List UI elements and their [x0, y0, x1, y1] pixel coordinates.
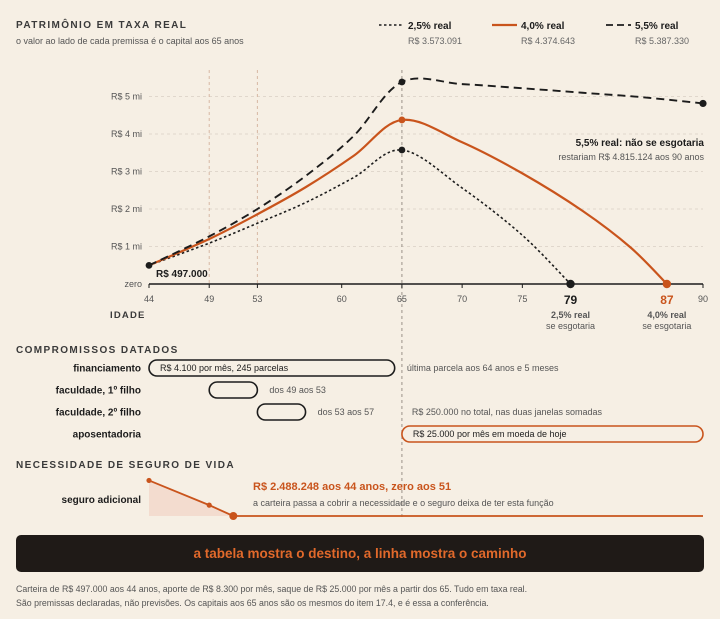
commitments-title: COMPROMISSOS DATADOS — [16, 345, 179, 356]
series-line-0 — [148, 149, 572, 285]
x-tick-label: 49 — [204, 294, 214, 304]
commitment-note: última parcela aos 64 anos e 5 meses — [407, 363, 559, 373]
y-tick-label: R$ 1 mi — [111, 242, 142, 252]
insurance-chart — [146, 477, 703, 520]
x-tick-label: 44 — [144, 294, 154, 304]
legend-item-5-5: 5,5% real R$ 5.387.330 — [606, 21, 689, 46]
start-point — [145, 261, 153, 269]
commitment-bar — [256, 403, 307, 421]
commitment-note: dos 53 aos 57 — [318, 407, 375, 417]
commitment-label: aposentadoria — [73, 430, 142, 441]
footer-line: São premissas declaradas, não previsões.… — [16, 598, 489, 608]
commitment-bar — [401, 425, 704, 443]
plot-area: zero R$ 1 mi R$ 2 mi R$ 3 mi R$ 4 mi R$ 5 mi 4… — [111, 70, 708, 520]
annotation-title: 5,5% real: não se esgotaria — [576, 138, 705, 149]
commitment-note: dos 49 aos 53 — [269, 385, 326, 395]
insurance-label: seguro adicional — [62, 495, 142, 506]
y-tick-label: R$ 3 mi — [111, 167, 142, 177]
insurance-point — [146, 477, 152, 484]
legend-name-4-0: 4,0% real — [521, 21, 565, 32]
x-tick-label: 53 — [252, 294, 262, 304]
x-tick-label: 65 — [397, 294, 407, 304]
series-point-end — [699, 99, 707, 108]
legend-item-2-5: 2,5% real R$ 3.573.091 — [379, 21, 462, 46]
y-tick-label: R$ 5 mi — [111, 92, 142, 102]
legend-item-4-0: 4,0% real R$ 4.374.643 — [492, 21, 575, 46]
commitment-bar — [148, 359, 396, 377]
annotation-text: restariam R$ 4.815.124 aos 90 anos — [558, 152, 704, 162]
commitment-bar-text: R$ 4.100 por mês, 245 parcelas — [160, 363, 289, 373]
depletion-note-text: se esgotaria — [546, 321, 595, 331]
legend-value-5-5: R$ 5.387.330 — [635, 36, 689, 46]
legend: 2,5% real R$ 3.573.091 4,0% real R$ 4.37… — [379, 21, 689, 46]
footer-notes: Carteira de R$ 497.000 aos 44 anos, apor… — [16, 582, 527, 610]
depletion-note-title: 2,5% real — [551, 310, 590, 320]
y-tick-label: R$ 2 mi — [111, 204, 142, 214]
x-tick-label-end: 79 — [564, 293, 578, 307]
commitment-label: faculdade, 2º filho — [56, 408, 141, 419]
x-tick-label: 75 — [517, 294, 527, 304]
x-tick-label: 70 — [457, 294, 467, 304]
legend-value-4-0: R$ 4.374.643 — [521, 36, 575, 46]
commitment-label: financiamento — [73, 364, 141, 375]
series-point-65 — [398, 116, 406, 124]
chart-title: PATRIMÔNIO EM TAXA REAL — [16, 18, 187, 31]
insurance-point-zero — [229, 512, 238, 520]
insurance-headline: R$ 2.488.248 aos 44 anos, zero aos 51 — [253, 481, 451, 493]
series-point-65 — [398, 78, 406, 86]
commitment-bar — [208, 381, 259, 399]
legend-name-2-5: 2,5% real — [408, 21, 452, 32]
depletion-note-text: se esgotaria — [642, 321, 691, 331]
x-tick-label: 90 — [698, 294, 708, 304]
insurance-point — [206, 502, 212, 508]
commitments-panel: financiamento R$ 4.100 por mês, 245 parce… — [56, 359, 704, 443]
depletion-note-title: 4,0% real — [647, 310, 686, 320]
depletion-marker — [566, 279, 575, 289]
start-label: R$ 497.000 — [156, 269, 208, 280]
insurance-title: NECESSIDADE DE SEGURO DE VIDA — [16, 460, 235, 471]
insurance-text: a carteira passa a cobrir a necessidade … — [253, 498, 554, 508]
commitment-label: faculdade, 1º filho — [56, 386, 141, 397]
x-tick-label: 60 — [337, 294, 347, 304]
commitment-bar-text: R$ 25.000 por mês em moeda de hoje — [413, 429, 567, 439]
x-tick-label-end: 87 — [660, 293, 674, 307]
y-tick-label: R$ 4 mi — [111, 129, 142, 139]
x-axis-label: IDADE — [110, 310, 146, 321]
legend-name-5-5: 5,5% real — [635, 21, 679, 32]
footer-line: Carteira de R$ 497.000 aos 44 anos, apor… — [16, 584, 528, 594]
summary-banner: a tabela mostra o destino, a linha mostr… — [16, 535, 704, 572]
legend-value-2-5: R$ 3.573.091 — [408, 36, 462, 46]
commitment-extra-note: R$ 250.000 no total, nas duas janelas so… — [412, 407, 603, 417]
y-tick-label: zero — [124, 279, 142, 289]
series-point-65 — [398, 146, 406, 154]
banner-text: a tabela mostra o destino, a linha mostr… — [193, 546, 527, 561]
chart-canvas: PATRIMÔNIO EM TAXA REAL o valor ao lado … — [16, 18, 708, 520]
depletion-marker — [662, 279, 672, 289]
chart-subtitle: o valor ao lado de cada premissa é o cap… — [16, 36, 244, 46]
